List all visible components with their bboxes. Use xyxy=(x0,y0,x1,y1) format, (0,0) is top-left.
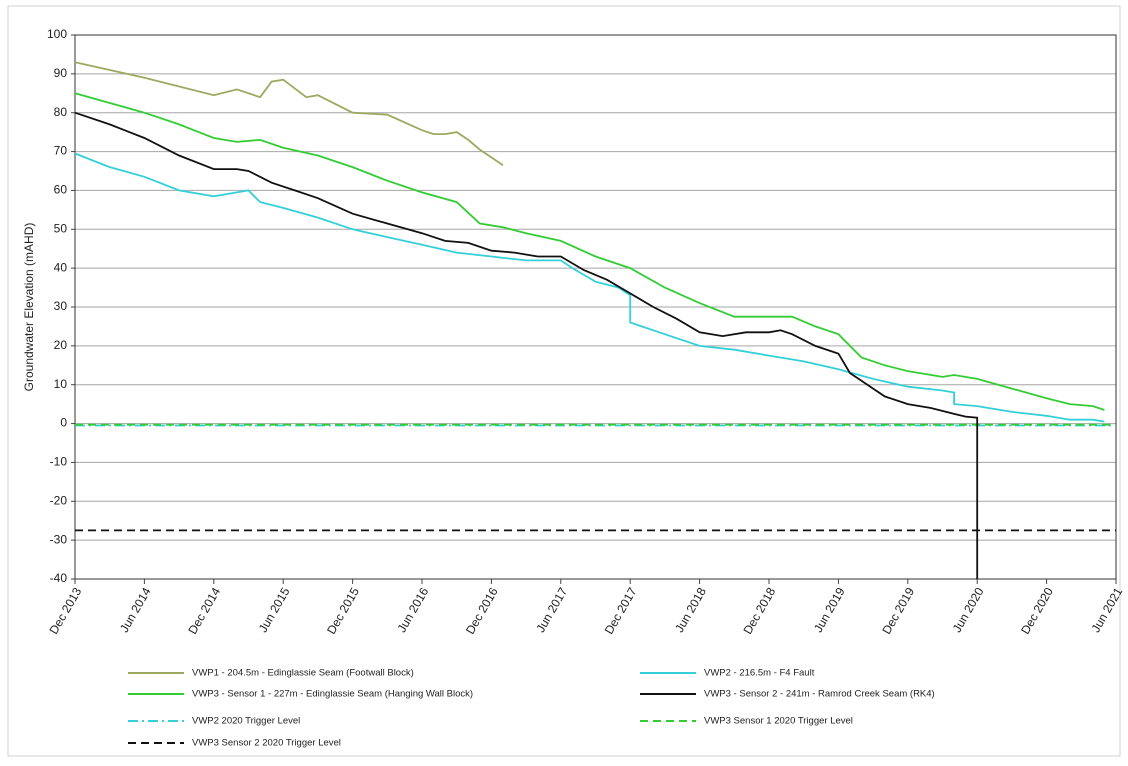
legend-text: VWP3 - Sensor 1 - 227m - Edinglassie Sea… xyxy=(192,689,473,700)
y-tick-label: 70 xyxy=(54,144,68,158)
y-tick-label: 10 xyxy=(54,377,68,391)
y-tick-label: 50 xyxy=(54,221,68,235)
y-tick-label: 0 xyxy=(60,416,67,430)
y-tick-label: -30 xyxy=(50,532,68,546)
series-line xyxy=(74,61,504,166)
y-tick-label: -40 xyxy=(50,571,68,585)
y-tick-label: 90 xyxy=(54,66,68,80)
legend-text: VWP1 - 204.5m - Edinglassie Seam (Footwa… xyxy=(192,668,414,679)
plot-border xyxy=(74,34,1117,580)
legend-text: VWP3 Sensor 1 2020 Trigger Level xyxy=(704,716,853,727)
y-tick-label: 40 xyxy=(54,260,68,274)
legend-text: VWP3 Sensor 2 2020 Trigger Level xyxy=(192,738,341,749)
legend-text: VWP3 - Sensor 2 - 241m - Ramrod Creek Se… xyxy=(704,689,935,700)
legend-text: VWP2 - 216.5m - F4 Fault xyxy=(704,668,815,679)
y-axis-label: Groundwater Elevation (mAHD) xyxy=(22,223,36,392)
series-line xyxy=(74,92,1105,411)
y-tick-label: -10 xyxy=(50,455,68,469)
legend-text: VWP2 2020 Trigger Level xyxy=(192,716,300,727)
series-line xyxy=(74,111,979,579)
y-tick-label: 80 xyxy=(54,105,68,119)
y-tick-label: 100 xyxy=(47,27,67,41)
y-tick-label: 60 xyxy=(54,183,68,197)
y-tick-label: 20 xyxy=(54,338,68,352)
chart-frame xyxy=(7,5,1121,757)
y-tick-label: -20 xyxy=(50,493,68,507)
y-tick-label: 30 xyxy=(54,299,68,313)
